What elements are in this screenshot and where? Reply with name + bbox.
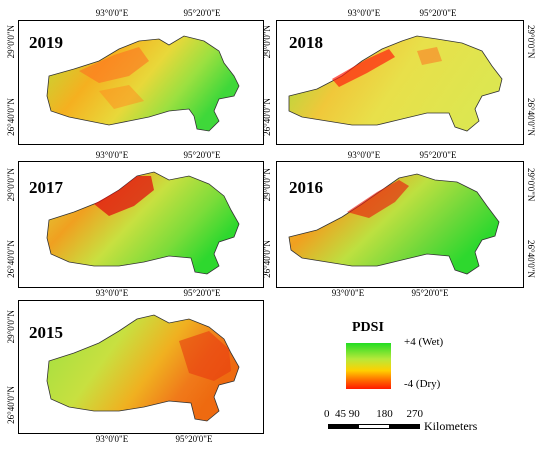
legend-low-label: -4 (Dry) [404, 378, 441, 390]
dry-zone [179, 331, 231, 381]
pdsi-map-2015 [46, 314, 240, 422]
lon-label-bottom-left: 93°0'0"E [331, 288, 365, 298]
lat-label-top: 29°0'0"N [6, 310, 16, 344]
year-label: 2019 [29, 33, 63, 52]
map-frame: 2017 [18, 161, 264, 288]
scale-segment [328, 424, 358, 429]
pdsi-map-2017 [46, 171, 240, 275]
region-shape [288, 173, 500, 275]
lon-label-top-right: 95°20'0"E [419, 150, 457, 160]
lon-label-top-left: 93°0'0"E [95, 8, 129, 18]
map-frame: 2015 [18, 300, 264, 434]
lat-label-bottom: 26°40'0"N [262, 98, 272, 136]
lon-label-top-left: 93°0'0"E [347, 150, 381, 160]
map-frame: 2016 [276, 161, 524, 288]
dry-zone [79, 47, 149, 83]
map-frame: 2018 [276, 20, 524, 145]
lat-label-right-bottom: 26°40'0"N [526, 98, 536, 136]
region-shape [46, 171, 240, 275]
dry-zone [347, 180, 409, 218]
scale-bar [328, 424, 420, 430]
lon-label-top-right: 95°20'0"E [183, 150, 221, 160]
lat-label-top: 29°0'0"N [6, 168, 16, 202]
year-label: 2015 [29, 323, 63, 342]
lon-label-top-left: 93°0'0"E [95, 288, 129, 298]
scale-tick-labels: 0 45 90 180 270 [324, 408, 423, 420]
map-frame: 2019 [18, 20, 264, 145]
lat-label-bottom: 26°40'0"N [6, 98, 16, 136]
lat-label-bottom: 26°40'0"N [262, 240, 272, 278]
lon-label-top-right: 95°20'0"E [183, 8, 221, 18]
scale-segment [358, 424, 390, 429]
dry-zone [417, 47, 442, 65]
year-label: 2017 [29, 178, 63, 197]
pdsi-map-2016 [288, 173, 500, 275]
lat-label-right-top: 29°0'0"N [526, 25, 536, 59]
legend-color-ramp [346, 343, 391, 389]
dry-zone [99, 85, 144, 109]
lon-label-bottom-left: 93°0'0"E [95, 434, 129, 444]
lat-label-bottom: 26°40'0"N [6, 386, 16, 424]
lon-label-bottom-right: 95°20'0"E [411, 288, 449, 298]
lat-label-top: 29°0'0"N [262, 168, 272, 202]
pdsi-map-2019 [46, 35, 240, 132]
year-label: 2016 [289, 178, 323, 197]
dry-zone [94, 176, 154, 216]
lon-label-top-left: 93°0'0"E [95, 150, 129, 160]
year-label: 2018 [289, 33, 323, 52]
lat-label-top: 29°0'0"N [6, 25, 16, 59]
legend-high-label: +4 (Wet) [404, 336, 444, 348]
lat-label-bottom: 26°40'0"N [6, 240, 16, 278]
legend-title: PDSI [352, 320, 384, 335]
pdsi-map-2018 [288, 35, 503, 132]
lat-label-top: 29°0'0"N [262, 25, 272, 59]
region-shape [288, 35, 503, 132]
lat-label-right-top: 29°0'0"N [526, 168, 536, 202]
lon-label-top-right: 95°20'0"E [419, 8, 457, 18]
lon-label-top-right: 95°20'0"E [183, 288, 221, 298]
region-shape [46, 35, 240, 132]
scale-unit-label: Kilometers [424, 419, 478, 433]
scale-segment [390, 424, 420, 429]
lat-label-right-bottom: 26°40'0"N [526, 240, 536, 278]
dry-zone [332, 49, 395, 87]
lon-label-top-left: 93°0'0"E [347, 8, 381, 18]
lon-label-bottom-right: 95°20'0"E [175, 434, 213, 444]
